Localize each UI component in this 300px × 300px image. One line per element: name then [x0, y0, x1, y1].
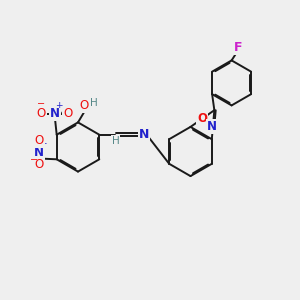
Text: N: N [34, 146, 44, 159]
Text: −: − [37, 99, 46, 109]
Text: O: O [37, 107, 46, 120]
Text: O: O [35, 158, 44, 171]
Text: N: N [207, 120, 218, 133]
Text: H: H [112, 136, 119, 146]
Text: O: O [35, 134, 44, 147]
Text: F: F [234, 41, 242, 54]
Text: +: + [55, 101, 63, 110]
Text: N: N [50, 107, 60, 120]
Text: O: O [80, 99, 88, 112]
Text: +: + [39, 139, 47, 148]
Text: N: N [139, 128, 149, 141]
Text: O: O [197, 112, 207, 125]
Text: O: O [63, 107, 72, 120]
Text: −: − [30, 155, 38, 165]
Text: H: H [90, 98, 98, 108]
